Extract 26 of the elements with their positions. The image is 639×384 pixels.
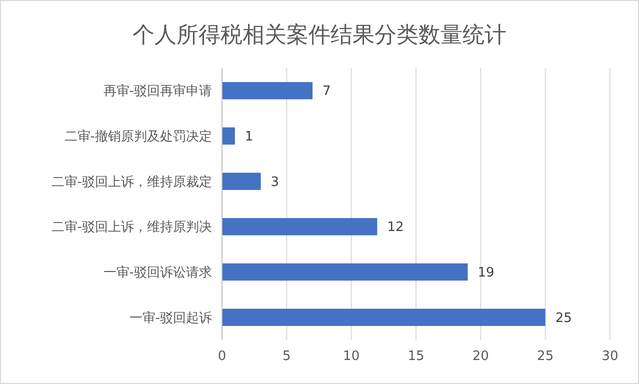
bar <box>222 308 546 326</box>
x-tick-label: 0 <box>218 349 226 364</box>
data-label: 7 <box>322 84 331 100</box>
bar <box>222 263 468 281</box>
y-tick-label: 一审-驳回起诉 <box>129 310 212 326</box>
data-label: 3 <box>270 174 280 190</box>
x-tick-label: 25 <box>537 349 554 364</box>
data-label: 1 <box>244 130 254 145</box>
bar <box>222 172 261 190</box>
data-label: 25 <box>555 310 572 326</box>
bar <box>222 127 235 145</box>
x-tick-label: 20 <box>472 349 489 364</box>
data-label: 12 <box>387 220 404 236</box>
x-tick-label: 15 <box>408 349 424 364</box>
chart-title: 个人所得税相关案件结果分类数量统计 <box>132 23 506 48</box>
bar <box>222 82 313 100</box>
data-label: 19 <box>478 266 494 281</box>
bar <box>222 218 378 236</box>
x-tick-label: 30 <box>602 349 618 364</box>
y-tick-label: 二审-驳回上诉，维持原判决 <box>51 219 212 236</box>
y-tick-label: 二审-撤销原判及处罚决定 <box>64 128 212 145</box>
x-tick-label: 5 <box>282 349 291 364</box>
y-tick-label: 一审-驳回诉讼请求 <box>103 264 212 281</box>
x-tick-label: 10 <box>343 349 360 364</box>
y-tick-label: 再审-驳回再审申请 <box>103 83 212 100</box>
y-tick-label: 二审-驳回上诉，维持原裁定 <box>51 174 212 190</box>
